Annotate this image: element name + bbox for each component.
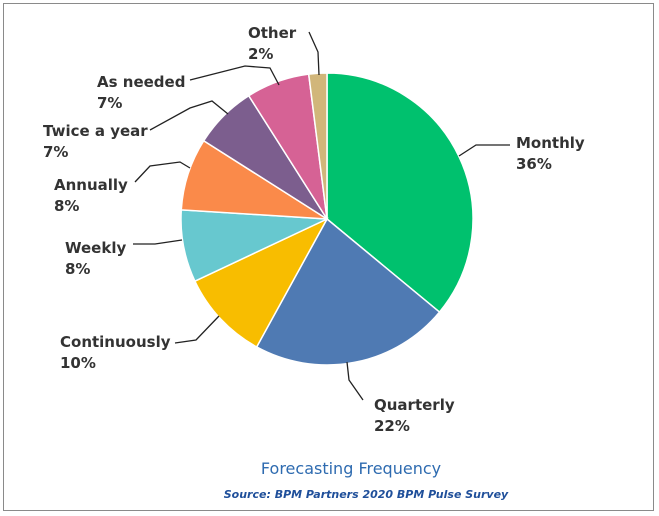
slice-value-label: 36% [516, 155, 552, 173]
chart-source: Source: BPM Partners 2020 BPM Pulse Surv… [224, 488, 509, 501]
slice-label: Other [248, 24, 297, 42]
slice-value-label: 22% [374, 417, 410, 435]
pie-slice-continuously [193, 217, 329, 348]
leader-line [149, 100, 229, 131]
slice-label: Monthly [516, 134, 585, 152]
slice-label: Annually [54, 176, 128, 194]
chart-title: Forecasting Frequency [261, 459, 441, 478]
leader-line [189, 65, 280, 86]
pie-slice-other [307, 72, 328, 220]
leader-line [134, 161, 191, 183]
slice-value-label: 2% [248, 45, 273, 63]
leader-line [174, 315, 220, 344]
pie-slice-quarterly [255, 217, 441, 366]
slice-label: Twice a year [43, 122, 148, 140]
leader-lines [133, 31, 510, 401]
slice-value-label: 7% [97, 94, 122, 112]
leader-line [133, 239, 183, 245]
leader-line [308, 31, 320, 76]
slice-value-label: 8% [54, 197, 79, 215]
slice-label: As needed [97, 73, 185, 91]
slice-label: Quarterly [374, 396, 455, 414]
pie-slice-monthly [326, 72, 474, 314]
slice-label: Weekly [65, 239, 126, 257]
slice-value-label: 10% [60, 354, 96, 372]
slice-labels: Monthly 36% Quarterly 22% Continuously 10% Wee… [43, 24, 585, 435]
leader-line [346, 361, 364, 401]
slice-value-label: 8% [65, 260, 90, 278]
pie-slices [180, 72, 474, 366]
slice-label: Continuously [60, 333, 171, 351]
leader-line [458, 144, 510, 157]
slice-value-label: 7% [43, 143, 68, 161]
